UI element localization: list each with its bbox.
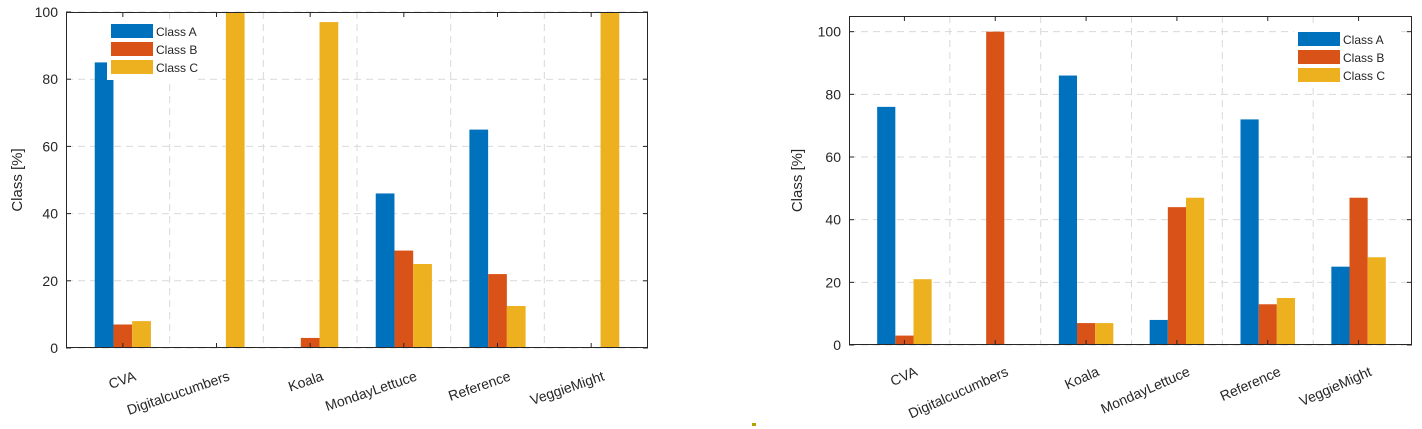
axes-frame [66, 12, 648, 348]
bar-class-b-mondaylettuce [1167, 207, 1186, 345]
x-tick-label: MondayLettuce [323, 368, 419, 414]
bar-class-c-veggiemight [600, 12, 620, 348]
bar-class-b-digitalcucumbers [986, 31, 1005, 346]
bar-class-c-cva [132, 321, 151, 348]
bar-class-c-mondaylettuce [413, 264, 432, 348]
bar-class-b-reference [1258, 304, 1277, 345]
bar-class-a-cva [877, 106, 896, 345]
x-tick-label: CVA [106, 367, 138, 391]
bar-class-c-koala [1095, 323, 1114, 345]
bar-class-c-digitalcucumbers [225, 12, 245, 348]
bar-class-a-cva [94, 62, 114, 349]
bar-class-a-reference [469, 129, 489, 348]
legend-swatch [1298, 32, 1340, 46]
bar-class-b-mondaylettuce [394, 250, 414, 348]
legend-label: Class B [156, 43, 197, 57]
y-axis-label: Class [%] [789, 149, 806, 212]
bar-class-b-cva [113, 324, 133, 348]
legend-label: Class C [1343, 69, 1385, 83]
x-tick-label: VeggieMight [528, 368, 606, 408]
legend-swatch [111, 24, 153, 38]
y-tick-label: 0 [50, 340, 58, 356]
bar-class-b-koala [1077, 323, 1096, 345]
legend-swatch [111, 42, 153, 56]
x-tick-label: Koala [286, 368, 325, 395]
bar-class-b-reference [488, 274, 507, 348]
y-tick-label: 40 [825, 212, 841, 228]
bar-class-a-mondaylettuce [375, 193, 395, 348]
x-tick-label: Digitalcucumbers [906, 363, 1011, 421]
bar-class-c-mondaylettuce [1186, 197, 1205, 345]
bar-class-c-cva [913, 279, 932, 345]
x-tick-label: VeggieMight [1297, 363, 1374, 409]
bar-class-b-koala [300, 337, 320, 348]
y-tick-label: 100 [35, 4, 59, 20]
y-tick-label: 20 [42, 273, 58, 289]
bar-class-c-reference [506, 306, 526, 348]
y-tick-label: 40 [42, 206, 58, 222]
y-axis-label: Class [%] [9, 148, 26, 211]
bar-class-a-koala [1058, 75, 1077, 346]
legend-swatch [111, 60, 153, 74]
axes-frame [849, 16, 1412, 345]
x-tick-label: Koala [1062, 363, 1101, 392]
bar-class-b-veggiemight [1349, 197, 1368, 345]
bar-class-c-veggiemight [1367, 257, 1386, 345]
legend-label: Class A [156, 25, 197, 39]
y-tick-label: 60 [825, 149, 841, 165]
bar-class-a-reference [1240, 119, 1259, 346]
legend-label: Class C [156, 61, 198, 75]
x-tick-label: CVA [888, 363, 920, 389]
bar-class-c-reference [1276, 298, 1295, 345]
bar-class-c-koala [319, 22, 339, 349]
y-tick-label: 100 [818, 24, 842, 40]
x-tick-label: Reference [1217, 363, 1283, 404]
x-tick-label: MondayLettuce [1098, 363, 1192, 417]
legend-label: Class A [1343, 33, 1384, 47]
legend-label: Class B [1343, 51, 1384, 65]
y-tick-label: 20 [825, 274, 841, 290]
x-tick-label: Reference [446, 368, 512, 404]
legend-swatch [1298, 50, 1340, 64]
y-tick-label: 80 [825, 86, 841, 102]
x-tick-label: Digitalcucumbers [125, 368, 232, 418]
bar-class-a-veggiemight [1331, 266, 1350, 345]
bar-class-a-mondaylettuce [1149, 319, 1168, 345]
legend-swatch [1298, 68, 1340, 82]
y-tick-label: 80 [42, 71, 58, 87]
y-tick-label: 0 [833, 337, 841, 353]
stray-mark [752, 423, 756, 426]
y-tick-label: 60 [42, 138, 58, 154]
